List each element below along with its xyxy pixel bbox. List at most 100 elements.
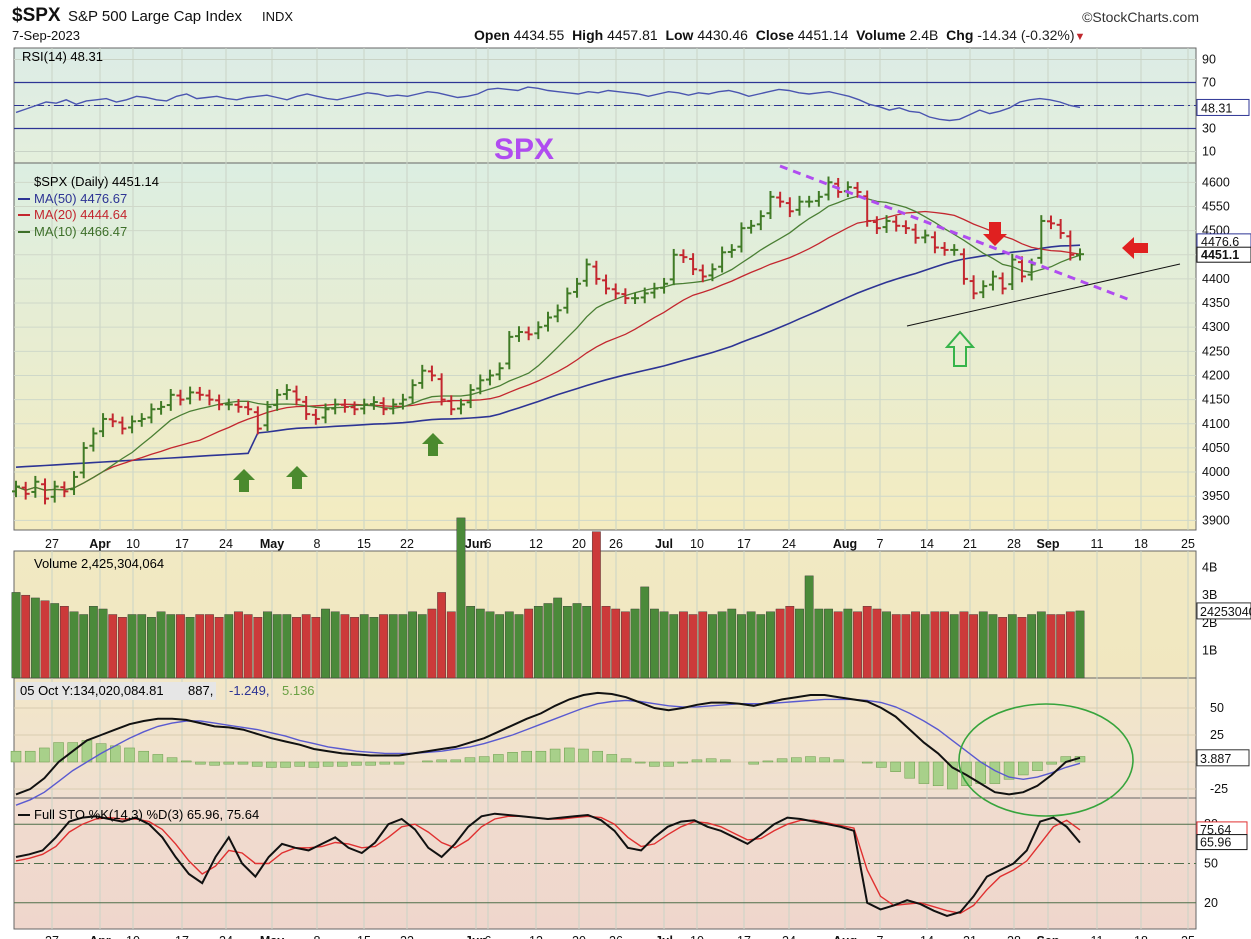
exchange: INDX bbox=[262, 9, 294, 24]
x-tick-label-bottom: 21 bbox=[963, 934, 977, 939]
macd-histogram-bar bbox=[223, 761, 235, 765]
sto-k-line bbox=[15, 812, 1081, 917]
price-y-tick: 4300 bbox=[1202, 320, 1230, 334]
volume-bar bbox=[601, 606, 611, 679]
ma20-legend: MA(20) 4444.64 bbox=[34, 207, 127, 222]
price-y-tick: 4100 bbox=[1202, 417, 1230, 431]
macd-histogram-bar bbox=[1046, 761, 1057, 765]
volume-bar bbox=[108, 614, 118, 679]
green-up-arrow-icon bbox=[422, 433, 444, 456]
volume-bar bbox=[408, 611, 417, 679]
volume-bar bbox=[708, 614, 717, 679]
copyright[interactable]: ©StockCharts.com bbox=[1082, 9, 1199, 25]
volume-bar bbox=[572, 603, 582, 679]
volume-bar bbox=[775, 608, 785, 679]
macd-signal-legend: -1.249, bbox=[229, 683, 269, 698]
volume-bar bbox=[79, 614, 89, 679]
macd-histogram-bar bbox=[833, 759, 845, 763]
volume-bar bbox=[746, 611, 756, 679]
volume-bar bbox=[640, 586, 650, 679]
volume-chart bbox=[11, 517, 1085, 679]
macd-histogram-bar bbox=[918, 761, 930, 784]
volume-bar bbox=[1036, 611, 1046, 679]
volume-bar bbox=[843, 608, 853, 679]
volume-bar bbox=[437, 592, 446, 679]
volume-last-tag bbox=[1196, 602, 1251, 620]
x-tick-label: 24 bbox=[782, 537, 796, 551]
macd-histogram-bar bbox=[209, 761, 220, 766]
x-tick-label: 14 bbox=[920, 537, 934, 551]
open-value: 4434.55 bbox=[513, 27, 565, 43]
volume-bar bbox=[243, 614, 253, 679]
price-y-tick: 4250 bbox=[1202, 344, 1230, 358]
volume-bar bbox=[853, 611, 862, 679]
volume-bar bbox=[253, 617, 263, 679]
open-label: Open bbox=[474, 27, 510, 43]
macd-histogram-bar bbox=[663, 761, 674, 767]
chart-header: $SPX S&P 500 Large Cap Index INDX ©Stock… bbox=[0, 0, 1251, 48]
macd-histogram-bar bbox=[237, 761, 249, 765]
volume-y-tick: 1B bbox=[1202, 643, 1217, 657]
price-y-tick: 3950 bbox=[1202, 489, 1230, 503]
volume-bar bbox=[311, 617, 321, 679]
x-tick-label-bottom: 18 bbox=[1134, 934, 1148, 939]
volume-bar bbox=[427, 608, 437, 679]
volume-bar bbox=[369, 617, 379, 679]
volume-bar bbox=[814, 608, 824, 679]
macd-histogram-bar bbox=[947, 761, 958, 790]
macd-histogram-bar bbox=[422, 760, 433, 763]
sto-y-tick: 50 bbox=[1204, 857, 1218, 871]
macd-histogram-bar bbox=[521, 750, 532, 763]
rsi-y-tick: 10 bbox=[1202, 145, 1216, 159]
macd-histogram-bar bbox=[266, 761, 277, 768]
volume-bar bbox=[398, 614, 408, 679]
volume-bar bbox=[137, 614, 147, 679]
macd-histogram-bar bbox=[464, 757, 476, 763]
tooltip-text: 05 Oct Y:134,020,084.81 bbox=[20, 683, 164, 698]
x-tick-label-bottom: 24 bbox=[782, 934, 796, 939]
macd-last-value: 3.887 bbox=[1200, 752, 1231, 766]
macd-histogram-bar bbox=[180, 760, 192, 763]
red-left-arrow-icon bbox=[1122, 237, 1148, 259]
macd-histogram-bar bbox=[450, 759, 462, 763]
ma50-legend: MA(50) 4476.67 bbox=[34, 191, 127, 206]
volume-bar bbox=[379, 614, 388, 679]
volume-bar bbox=[40, 600, 50, 679]
volume-bar bbox=[882, 611, 891, 679]
price-y-tick: 4350 bbox=[1202, 296, 1230, 310]
macd-histogram-bar bbox=[393, 761, 405, 765]
rsi-chart bbox=[14, 81, 1196, 130]
volume-bar bbox=[504, 611, 514, 679]
x-tick-label-bottom: 22 bbox=[400, 934, 414, 939]
volume-bar bbox=[650, 608, 659, 679]
price-y-tick: 4150 bbox=[1202, 393, 1230, 407]
uptrend-line bbox=[906, 263, 1181, 327]
volume-bar bbox=[1075, 610, 1085, 679]
close-last-tag bbox=[1196, 246, 1251, 263]
volume-bar bbox=[330, 611, 340, 679]
macd-histogram-bar bbox=[24, 750, 36, 763]
x-tick-label-bottom: 11 bbox=[1091, 934, 1104, 939]
volume-bar bbox=[766, 611, 775, 679]
volume-bar bbox=[553, 597, 563, 679]
rsi-y-tick: 90 bbox=[1202, 53, 1216, 67]
macd-histogram-bar bbox=[805, 756, 816, 763]
macd-line bbox=[15, 691, 1081, 796]
x-tick-label-bottom: May bbox=[260, 934, 284, 939]
price-panel bbox=[13, 162, 1197, 531]
macd-histogram-bar bbox=[493, 754, 504, 763]
volume-bar bbox=[901, 614, 911, 679]
macd-histogram-bar bbox=[152, 754, 164, 763]
quote-line: Open 4434.55 High 4457.81 Low 4430.46 Cl… bbox=[474, 27, 1085, 43]
volume-bar bbox=[292, 617, 301, 679]
volume-bar bbox=[620, 611, 630, 679]
sto-d-last-value: 75.64 bbox=[1200, 823, 1231, 837]
x-tick-label: 10 bbox=[126, 537, 140, 551]
volume-bar bbox=[533, 606, 543, 679]
x-tick-label-bottom: 17 bbox=[175, 934, 189, 939]
down-triangle-icon: ▼ bbox=[1074, 31, 1086, 43]
high-label: High bbox=[572, 27, 604, 43]
price-y-tick: 4550 bbox=[1202, 199, 1230, 213]
x-tick-label-bottom: Sep bbox=[1037, 934, 1060, 939]
